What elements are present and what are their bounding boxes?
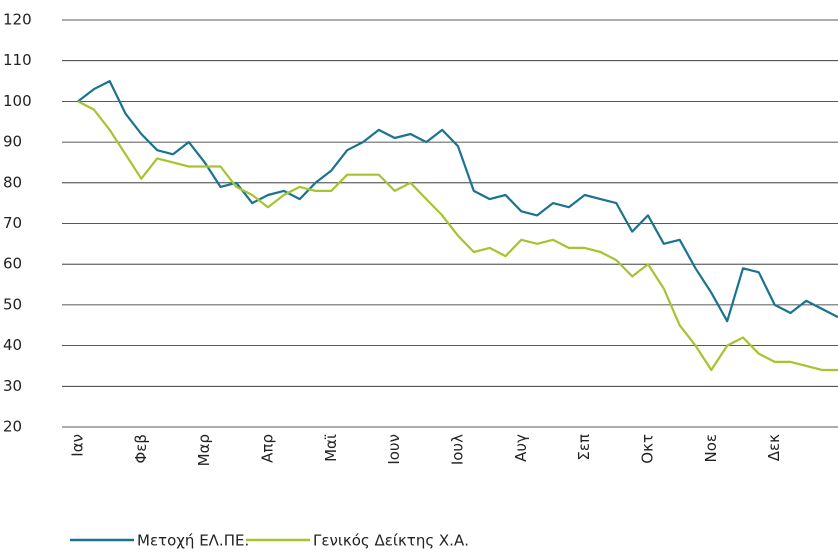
y-tick-label: 110 <box>3 51 32 69</box>
y-tick-label: 90 <box>3 133 22 151</box>
series-line <box>77 79 838 323</box>
x-tick-label: Μαρ <box>195 434 213 466</box>
y-tick-label: 100 <box>3 92 32 110</box>
x-tick-label: Ιουν <box>385 434 403 465</box>
y-tick-label: 80 <box>3 173 22 191</box>
y-tick-label: 20 <box>3 418 22 436</box>
y-tick-label: 40 <box>3 336 22 354</box>
y-tick-label: 70 <box>3 214 22 232</box>
x-tick-label: Ιαν <box>69 434 87 457</box>
legend-label: Μετοχή ΕΛ.ΠΕ. <box>137 532 249 550</box>
y-tick-label: 120 <box>3 11 32 29</box>
x-tick-label: Φεβ <box>132 434 150 464</box>
x-tick-label: Μαϊ <box>322 434 340 462</box>
y-tick-label: 60 <box>3 255 22 273</box>
x-tick-label: Σεπ <box>575 434 593 461</box>
x-tick-label: Οκτ <box>639 434 657 464</box>
legend-label: Γενικός Δείκτης Χ.Α. <box>313 532 469 550</box>
x-tick-label: Ιουλ <box>449 434 467 465</box>
x-tick-label: Δεκ <box>765 434 783 461</box>
y-tick-label: 30 <box>3 377 22 395</box>
y-tick-label: 50 <box>3 295 22 313</box>
x-tick-label: Αυγ <box>512 434 530 462</box>
series-line <box>77 100 838 372</box>
x-tick-label: Απρ <box>259 434 277 463</box>
x-tick-label: Νοε <box>702 434 720 463</box>
